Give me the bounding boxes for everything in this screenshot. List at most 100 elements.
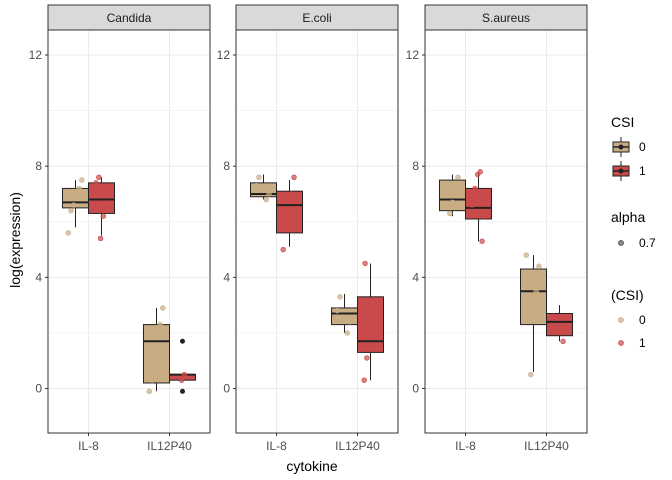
x-tick-label: IL-8 <box>455 439 476 453</box>
legend-label-csi-points: 0 <box>639 313 646 327</box>
facet-strip <box>47 4 211 31</box>
box-il12p40-csi1-outlier <box>180 388 185 394</box>
data-point <box>96 174 102 181</box>
facet-strip <box>424 4 588 31</box>
x-tick-label: IL12P40 <box>524 439 569 453</box>
y-tick-label: 12 <box>29 48 43 62</box>
y-tick-label: 4 <box>223 270 230 284</box>
facet-panel-candida: Candida 0 4 8 12 IL-8 IL12P40 <box>29 4 211 453</box>
data-point <box>160 305 166 311</box>
y-tick-label: 12 <box>217 48 231 62</box>
data-point <box>362 260 368 267</box>
data-point <box>372 310 378 317</box>
box-il8-csi0 <box>439 179 466 212</box>
y-tick-label: 12 <box>406 48 420 62</box>
data-point <box>73 194 80 200</box>
data-point <box>105 188 112 194</box>
data-point <box>528 371 534 378</box>
data-point <box>103 202 109 208</box>
data-point <box>337 294 343 300</box>
panel-border <box>424 29 588 434</box>
legend-label-csi: 1 <box>639 164 646 178</box>
facet-panel-s-aureus: S.aureus 0 4 8 12 IL-8 IL12P40 <box>406 4 588 453</box>
panel-background <box>48 30 210 433</box>
x-tick-label: IL-8 <box>78 439 99 453</box>
data-point <box>369 330 375 336</box>
data-point <box>472 185 478 192</box>
data-point <box>533 288 539 294</box>
data-point <box>334 308 340 314</box>
data-point <box>560 338 566 344</box>
data-point <box>68 207 74 214</box>
y-tick-label: 8 <box>412 159 419 173</box>
legend-key-alpha <box>618 240 624 246</box>
data-point <box>288 191 294 197</box>
box-il8-csi1 <box>88 182 115 214</box>
legend-key-point <box>618 144 624 150</box>
data-point <box>93 180 99 186</box>
data-point <box>285 210 292 217</box>
data-point <box>455 174 461 181</box>
data-point <box>366 344 373 350</box>
y-tick-label: 0 <box>412 382 419 396</box>
y-tick-label: 8 <box>35 159 42 173</box>
legend: CSI 0 1 alpha 0.7 (CSI) 0 1 <box>611 114 656 350</box>
legend-key-csi-1 <box>612 161 630 181</box>
legend-title-csi: CSI <box>611 114 634 130</box>
data-point <box>364 355 370 361</box>
facet-strip-label: S.aureus <box>482 11 530 25</box>
legend-key-point-csi-1 <box>618 340 624 346</box>
facet-strip-label: Candida <box>107 11 152 25</box>
data-point <box>530 313 537 319</box>
panel-border <box>47 29 211 434</box>
data-point <box>291 174 297 181</box>
x-axis-title: cytokine <box>286 458 338 474</box>
data-point <box>479 238 485 244</box>
data-point <box>146 388 153 395</box>
x-tick-label: IL12P40 <box>335 439 380 453</box>
data-point <box>347 319 353 325</box>
x-tick-label: IL-8 <box>266 439 287 453</box>
data-point <box>178 377 185 383</box>
data-point <box>100 213 107 219</box>
data-point <box>550 313 556 319</box>
legend-key-point <box>618 168 624 174</box>
box-il8-csi1 <box>465 187 492 220</box>
data-point <box>157 321 163 328</box>
box-il12p40-csi1 <box>357 296 384 353</box>
data-point <box>70 202 77 208</box>
y-tick-label: 0 <box>223 382 230 396</box>
panel-background <box>425 30 587 433</box>
box-il12p40-csi1-outlier <box>180 338 185 344</box>
data-point <box>361 377 367 383</box>
facet-strip <box>235 4 399 31</box>
data-point <box>449 199 456 206</box>
y-tick-label: 4 <box>412 270 419 284</box>
data-point <box>154 346 161 353</box>
data-point <box>375 299 381 306</box>
data-point <box>477 169 483 175</box>
data-point <box>452 188 458 194</box>
legend-key-point-csi-0 <box>618 317 624 323</box>
data-point <box>469 202 475 208</box>
box-il12p40-csi0 <box>143 324 170 384</box>
y-tick-label: 8 <box>223 159 230 173</box>
data-point <box>256 174 262 181</box>
y-tick-label: 0 <box>35 382 42 396</box>
legend-label-alpha: 0.7 <box>639 236 656 250</box>
data-point <box>263 196 269 203</box>
legend-title-csi-points: (CSI) <box>611 287 644 303</box>
data-point <box>563 324 569 331</box>
x-tick-label: IL12P40 <box>147 439 192 453</box>
panel-border <box>235 29 399 434</box>
legend-label-csi-points: 1 <box>639 336 646 350</box>
data-point <box>523 252 529 258</box>
data-point <box>266 191 272 197</box>
data-point <box>79 177 85 183</box>
data-point <box>76 185 82 192</box>
facet-panel-e-coli: E.coli 0 4 8 12 IL-8 IL12P40 <box>217 4 399 453</box>
y-axis-title: log(expression) <box>7 192 23 288</box>
data-point <box>280 246 286 253</box>
y-tick-label: 4 <box>35 270 42 284</box>
